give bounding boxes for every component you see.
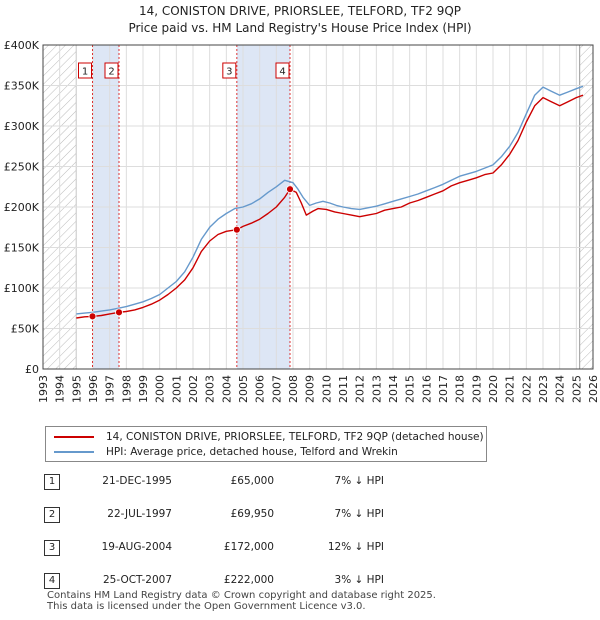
sale-point <box>232 225 241 234</box>
sale-price: £222,000 <box>223 574 274 586</box>
x-tick-label: 2008 <box>287 375 300 403</box>
x-tick-label: 2024 <box>554 375 567 403</box>
sale-price: £69,950 <box>230 508 274 520</box>
sale-row: 1 21-DEC-1995 £65,000 7% ↓ HPI <box>44 471 444 491</box>
legend-item-hpi: HPI: Average price, detached house, Telf… <box>54 445 398 459</box>
sale-price: £65,000 <box>230 475 274 487</box>
footer: Contains HM Land Registry data © Crown c… <box>47 590 436 612</box>
x-tick-label: 2009 <box>304 375 317 403</box>
x-tick-label: 2021 <box>504 375 517 403</box>
y-tick-label: £300K <box>4 120 40 133</box>
sale-date: 22-JUL-1997 <box>107 508 172 520</box>
sale-marker-box <box>78 62 92 79</box>
legend-item-property: 14, CONISTON DRIVE, PRIORSLEE, TELFORD, … <box>54 430 484 444</box>
x-tick-label: 1994 <box>54 375 67 403</box>
sale-hpi-diff: 7% ↓ HPI <box>334 475 384 487</box>
sale-hpi-diff: 7% ↓ HPI <box>334 508 384 520</box>
x-tick-label: 2002 <box>187 375 200 403</box>
sale-marker-label: 4 <box>279 67 285 78</box>
x-tick-label: 2019 <box>470 375 483 403</box>
sale-point <box>115 308 123 317</box>
sale-marker-box <box>222 62 237 79</box>
x-tick-label: 2012 <box>354 375 367 403</box>
x-tick-label: 2025 <box>570 375 583 403</box>
sale-point <box>88 312 97 321</box>
sale-number: 2 <box>44 507 60 523</box>
x-tick-label: 2005 <box>237 375 250 403</box>
x-tick-label: 2013 <box>370 375 383 403</box>
x-tick-label: 2023 <box>537 375 550 403</box>
sale-hpi-diff: 12% ↓ HPI <box>327 541 384 553</box>
x-tick-label: 1999 <box>137 375 150 403</box>
sale-marker-label: 2 <box>108 67 114 78</box>
chart-legend: 14, CONISTON DRIVE, PRIORSLEE, TELFORD, … <box>45 426 487 462</box>
x-tick-label: 2018 <box>454 375 467 403</box>
sale-row: 3 19-AUG-2004 £172,000 12% ↓ HPI <box>44 537 444 557</box>
sale-point <box>286 185 294 194</box>
y-tick-label: £250K <box>4 161 40 174</box>
sale-number: 4 <box>44 573 60 589</box>
legend-label-hpi: HPI: Average price, detached house, Telf… <box>106 446 398 458</box>
x-tick-label: 1997 <box>104 375 117 403</box>
sale-number: 1 <box>44 474 60 490</box>
x-tick-label: 2004 <box>220 375 233 403</box>
x-tick-label: 2000 <box>154 375 167 403</box>
footer-copyright: Contains HM Land Registry data © Crown c… <box>47 590 436 601</box>
property-price-line <box>76 94 584 319</box>
sale-number: 3 <box>44 540 60 556</box>
x-tick-label: 2011 <box>337 375 350 403</box>
x-tick-label: 2022 <box>520 375 533 403</box>
y-tick-label: £400K <box>4 39 40 52</box>
hpi-line <box>76 85 584 315</box>
x-tick-label: 2015 <box>404 375 417 403</box>
y-tick-label: £200K <box>4 201 40 214</box>
sale-date: 19-AUG-2004 <box>101 541 172 553</box>
y-tick-label: £0 <box>25 363 39 376</box>
sale-row: 4 25-OCT-2007 £222,000 3% ↓ HPI <box>44 570 444 590</box>
x-tick-label: 2017 <box>437 375 450 403</box>
chart-title: 14, CONISTON DRIVE, PRIORSLEE, TELFORD, … <box>138 4 462 18</box>
x-tick-label: 2007 <box>270 375 283 403</box>
sale-row: 2 22-JUL-1997 £69,950 7% ↓ HPI <box>44 504 444 524</box>
x-tick-label: 2003 <box>204 375 217 403</box>
x-tick-label: 2001 <box>170 375 183 403</box>
x-tick-label: 1996 <box>87 375 100 403</box>
chart-subtitle: Price paid vs. HM Land Registry's House … <box>128 21 472 35</box>
sale-hpi-diff: 3% ↓ HPI <box>334 574 384 586</box>
sale-marker-box <box>104 62 119 79</box>
sale-marker-box <box>275 62 290 79</box>
sale-marker-label: 1 <box>82 67 88 78</box>
x-tick-label: 1995 <box>70 375 83 403</box>
x-tick-label: 1993 <box>37 375 50 403</box>
x-tick-label: 2026 <box>587 375 600 403</box>
sale-date: 21-DEC-1995 <box>102 475 172 487</box>
legend-swatch-hpi <box>54 451 94 453</box>
sale-marker-label: 3 <box>226 67 232 78</box>
y-tick-label: £350K <box>4 80 40 93</box>
legend-label-property: 14, CONISTON DRIVE, PRIORSLEE, TELFORD, … <box>106 431 484 443</box>
x-tick-label: 2020 <box>487 375 500 403</box>
x-tick-label: 2014 <box>387 375 400 403</box>
price-chart: 1 2 3 4 £0 £50K £100K £150K £200K £250K £300K £350… <box>4 39 600 403</box>
x-tick-label: 2016 <box>420 375 433 403</box>
y-tick-label: £100K <box>4 282 40 295</box>
y-tick-label: £50K <box>11 323 40 336</box>
x-tick-label: 1998 <box>120 375 133 403</box>
sale-price: £172,000 <box>223 541 274 553</box>
sale-date: 25-OCT-2007 <box>103 574 172 586</box>
y-tick-label: £150K <box>4 242 40 255</box>
footer-license: This data is licensed under the Open Gov… <box>47 601 366 612</box>
plot-frame <box>42 44 594 370</box>
x-tick-label: 2006 <box>254 375 267 403</box>
x-tick-label: 2010 <box>320 375 333 403</box>
legend-swatch-property <box>54 436 94 438</box>
